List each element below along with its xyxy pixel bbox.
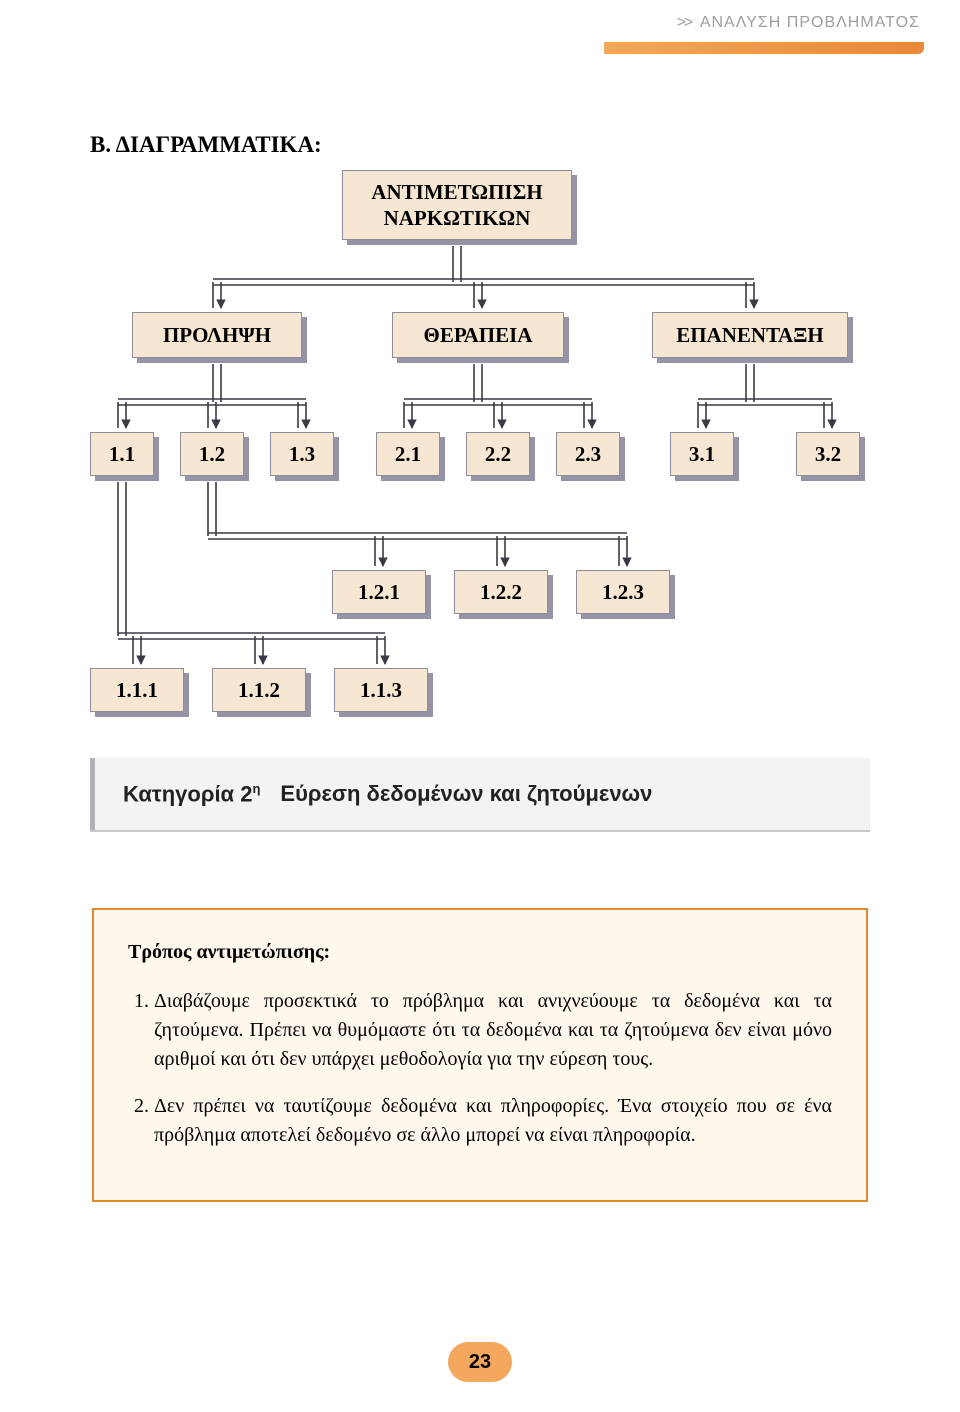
node-n113: 1.1.3: [334, 668, 428, 712]
node-n21: 2.1: [376, 432, 440, 476]
tropos-item: Διαβάζουμε προσεκτικά το πρόβλημα και αν…: [154, 987, 832, 1074]
node-n111: 1.1.1: [90, 668, 184, 712]
node-n32: 3.2: [796, 432, 860, 476]
node-n121: 1.2.1: [332, 570, 426, 614]
category-left: Κατηγορία 2η: [123, 781, 260, 807]
node-n123: 1.2.3: [576, 570, 670, 614]
node-l1b: ΘΕΡΑΠΕΙΑ: [392, 312, 564, 358]
header-underline: [604, 42, 924, 54]
header-chevrons: >>: [677, 14, 692, 31]
tropos-item: Δεν πρέπει να ταυτίζουμε δεδομένα και πλ…: [154, 1092, 832, 1150]
page-header: >> ΑΝΑΛΥΣΗ ΠΡΟΒΛΗΜΑΤΟΣ: [677, 14, 920, 32]
node-n11: 1.1: [90, 432, 154, 476]
page-number-badge: 23: [448, 1342, 512, 1382]
node-l1c: ΕΠΑΝΕΝΤΑΞΗ: [652, 312, 848, 358]
node-l1a: ΠΡΟΛΗΨΗ: [132, 312, 302, 358]
category-banner: Κατηγορία 2η Εύρεση δεδομένων και ζητούμ…: [90, 758, 870, 830]
tropos-box: Τρόπος αντιμετώπισης: Διαβάζουμε προσεκτ…: [92, 908, 868, 1202]
node-n13: 1.3: [270, 432, 334, 476]
category-right: Εύρεση δεδομένων και ζητούμενων: [280, 781, 652, 807]
page-number: 23: [469, 1351, 491, 1374]
header-text: ΑΝΑΛΥΣΗ ΠΡΟΒΛΗΜΑΤΟΣ: [700, 14, 920, 31]
node-n12: 1.2: [180, 432, 244, 476]
node-n22: 2.2: [466, 432, 530, 476]
tropos-title: Τρόπος αντιμετώπισης:: [128, 938, 832, 967]
node-n122: 1.2.2: [454, 570, 548, 614]
node-n31: 3.1: [670, 432, 734, 476]
section-title: Β. ΔΙΑΓΡΑΜΜΑΤΙΚΑ:: [90, 132, 322, 158]
tropos-list: Διαβάζουμε προσεκτικά το πρόβλημα και αν…: [128, 987, 832, 1150]
node-n112: 1.1.2: [212, 668, 306, 712]
node-root: ΑΝΤΙΜΕΤΩΠΙΣΗΝΑΡΚΩΤΙΚΩΝ: [342, 170, 572, 240]
node-n23: 2.3: [556, 432, 620, 476]
